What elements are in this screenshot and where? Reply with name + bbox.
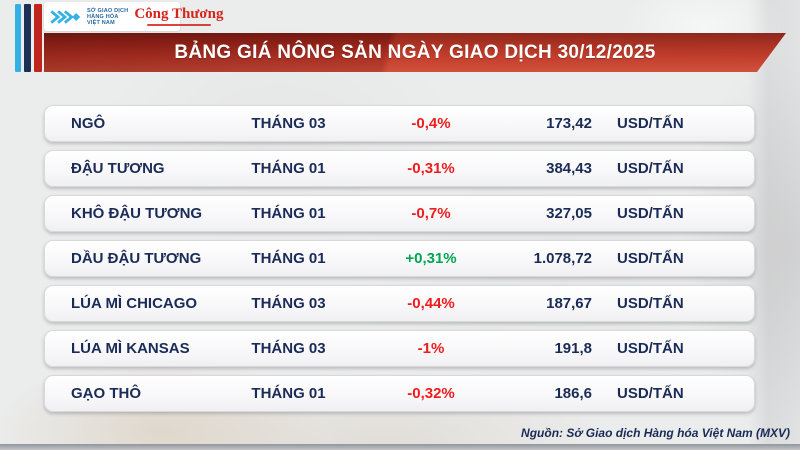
- contract-month: THÁNG 01: [251, 250, 326, 267]
- commodity-name: LÚA MÌ CHICAGO: [71, 295, 198, 312]
- commodity-name: LÚA MÌ KANSAS: [71, 340, 190, 357]
- table-row: GẠO THÔ THÁNG 01 -0,32% 186,6 USD/TẤN: [44, 375, 755, 412]
- congthuong-tagline-bar: [146, 24, 211, 26]
- page-title: BẢNG GIÁ NÔNG SẢN NGÀY GIAO DỊCH 30/12/2…: [174, 41, 656, 63]
- commodity-name: ĐẬU TƯƠNG: [71, 160, 165, 177]
- congthuong-logotype: Công Thương: [134, 6, 224, 22]
- commodity-name: GẠO THÔ: [71, 385, 141, 402]
- table-row: ĐẬU TƯƠNG THÁNG 01 -0,31% 384,43 USD/TẤN: [44, 150, 755, 187]
- contract-month: THÁNG 01: [251, 160, 326, 177]
- title-banner: BẢNG GIÁ NÔNG SẢN NGÀY GIAO DỊCH 30/12/2…: [44, 33, 786, 72]
- table-row: KHÔ ĐẬU TƯƠNG THÁNG 01 -0,7% 327,05 USD/…: [44, 195, 755, 232]
- price-value: 327,05: [546, 205, 592, 222]
- contract-month: THÁNG 01: [251, 205, 326, 222]
- change-percent: -0,32%: [407, 385, 455, 402]
- accent-stripe-cyan: [15, 4, 21, 72]
- price-value: 191,8: [554, 340, 592, 357]
- accent-stripe-red: [34, 4, 42, 72]
- price-unit: USD/TẤN: [617, 205, 684, 222]
- contract-month: THÁNG 03: [251, 295, 326, 312]
- commodity-name: NGÔ: [71, 115, 106, 132]
- change-percent: +0,31%: [405, 250, 457, 267]
- congthuong-logo: Công Thương: [134, 7, 223, 26]
- table-row: LÚA MÌ CHICAGO THÁNG 03 -0,44% 187,67 US…: [44, 285, 755, 322]
- table-row: DẦU ĐẬU TƯƠNG THÁNG 01 +0,31% 1.078,72 U…: [44, 240, 755, 277]
- price-table: NGÔ THÁNG 03 -0,4% 173,42 USD/TẤN ĐẬU TƯ…: [44, 105, 755, 420]
- price-value: 384,43: [546, 160, 592, 177]
- price-unit: USD/TẤN: [617, 385, 684, 402]
- price-unit: USD/TẤN: [617, 295, 684, 312]
- contract-month: THÁNG 03: [251, 115, 326, 132]
- contract-month: THÁNG 01: [251, 385, 326, 402]
- source-attribution: Nguồn: Sở Giao dịch Hàng hóa Việt Nam (M…: [521, 426, 790, 440]
- price-unit: USD/TẤN: [617, 340, 684, 357]
- mxv-org-line: SỞ GIAO DỊCH: [87, 7, 129, 14]
- change-percent: -1%: [417, 340, 445, 357]
- mxv-chevrons-icon: [50, 9, 81, 24]
- change-percent: -0,31%: [407, 160, 455, 177]
- logo-panel: SỞ GIAO DỊCH HÀNG HÓA VIỆT NAM Công Thươ…: [44, 2, 223, 31]
- price-value: 1.078,72: [533, 250, 592, 267]
- bottom-divider-bar: [0, 444, 800, 450]
- price-value: 186,6: [554, 385, 592, 402]
- mxv-org-line: VIỆT NAM: [87, 19, 115, 26]
- change-percent: -0,4%: [411, 115, 451, 132]
- table-row: NGÔ THÁNG 03 -0,4% 173,42 USD/TẤN: [44, 105, 755, 142]
- table-row: LÚA MÌ KANSAS THÁNG 03 -1% 191,8 USD/TẤN: [44, 330, 755, 367]
- mxv-org-line: HÀNG HÓA: [87, 13, 119, 20]
- price-value: 173,42: [546, 115, 592, 132]
- price-value: 187,67: [546, 295, 592, 312]
- contract-month: THÁNG 03: [251, 340, 326, 357]
- price-unit: USD/TẤN: [617, 250, 684, 267]
- accent-stripe-navy: [24, 4, 31, 72]
- commodity-name: DẦU ĐẬU TƯƠNG: [71, 250, 202, 267]
- change-percent: -0,7%: [411, 205, 451, 222]
- change-percent: -0,44%: [407, 295, 455, 312]
- commodity-name: KHÔ ĐẬU TƯƠNG: [71, 205, 203, 222]
- price-unit: USD/TẤN: [617, 160, 684, 177]
- mxv-org-name: SỞ GIAO DỊCH HÀNG HÓA VIỆT NAM: [87, 8, 128, 26]
- price-unit: USD/TẤN: [617, 115, 684, 132]
